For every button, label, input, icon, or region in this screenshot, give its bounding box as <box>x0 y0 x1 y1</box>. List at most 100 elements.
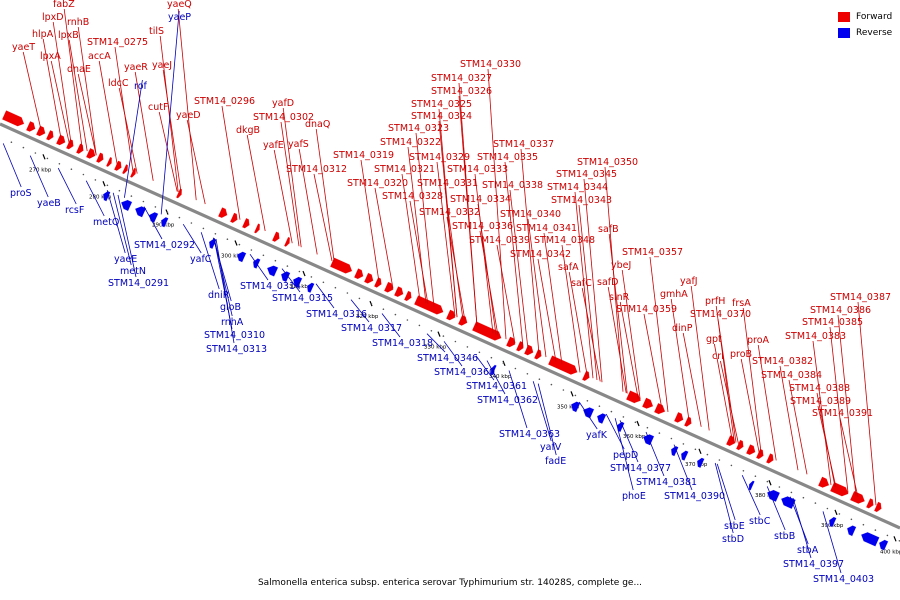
forward-gene-label: yafD <box>272 98 294 109</box>
forward-gene-label: lpxA <box>40 51 61 62</box>
forward-gene <box>683 416 692 427</box>
reverse-gene-label: rof <box>134 81 148 92</box>
forward-gene-label: lpxB <box>58 30 79 41</box>
forward-gene-leader <box>273 149 293 244</box>
reverse-gene-label: STM14_0317 <box>341 323 402 334</box>
forward-gene-label: STM14_0348 <box>534 235 595 246</box>
reverse-gene <box>306 282 315 294</box>
reverse-gene-leader <box>85 180 105 217</box>
forward-gene-label: STM14_0382 <box>752 356 813 367</box>
reverse-gene-label: STM14_0310 <box>204 330 265 341</box>
forward-gene-leader <box>812 340 832 486</box>
forward-gene <box>641 397 654 409</box>
scale-dot <box>106 184 109 187</box>
forward-gene-label: STM14_0329 <box>409 152 470 163</box>
scale-dot <box>766 480 769 483</box>
scale-dot <box>34 152 37 154</box>
forward-gene <box>105 156 113 168</box>
forward-gene-label: STM14_0388 <box>789 383 850 394</box>
reverse-gene-label: STM14_0314 <box>240 281 301 292</box>
forward-gene-label: safA <box>558 262 579 273</box>
reverse-gene <box>670 445 679 457</box>
forward-gene-leader <box>360 159 380 283</box>
forward-gene-leader <box>543 232 563 365</box>
tick-label: 300 kbp <box>221 254 244 260</box>
forward-gene <box>55 134 66 146</box>
reverse-gene-leader <box>532 381 552 442</box>
forward-gene-label: STM14_0275 <box>87 37 148 48</box>
scale-dot <box>46 157 49 160</box>
scale-dot <box>10 141 13 143</box>
scale-dot <box>310 276 313 278</box>
forward-gene-label: STM14_0325 <box>411 99 472 110</box>
forward-gene-label: prfH <box>705 296 725 307</box>
reverse-gene-leader <box>381 313 401 338</box>
forward-gene-leader <box>479 230 499 336</box>
reverse-gene-leader <box>673 444 693 491</box>
scale-dot <box>286 265 289 267</box>
scale-dot <box>874 529 877 531</box>
forward-gene-leader <box>52 21 72 145</box>
forward-gene <box>581 370 590 382</box>
forward-gene-label: yaeJ <box>152 60 172 71</box>
reverse-gene-leader <box>766 486 786 531</box>
reverse-gene-label: metN <box>120 266 146 277</box>
scale-dot <box>646 426 649 429</box>
reverse-gene-label: STM14_0397 <box>783 559 844 570</box>
forward-gene-leader <box>714 343 733 441</box>
forward-gene-leader <box>720 360 739 444</box>
forward-gene-leader <box>177 8 197 201</box>
forward-gene-leader <box>670 298 690 422</box>
scale-dot <box>178 216 181 219</box>
scale-dot <box>382 308 385 311</box>
reverse-gene-label: proS <box>10 188 32 199</box>
forward-gene-label: yafJ <box>680 276 698 287</box>
reverse-gene-label: yaeP <box>168 12 191 23</box>
tick-mark <box>834 509 838 516</box>
forward-gene <box>113 160 122 172</box>
scale-dot <box>142 200 145 203</box>
forward-gene-label: cutF <box>148 102 168 113</box>
reverse-gene <box>570 401 581 413</box>
forward-gene-label: STM14_0387 <box>830 292 891 303</box>
tick-mark <box>234 240 238 246</box>
scale-dot <box>226 238 229 240</box>
forward-gene-label: STM14_0322 <box>380 137 441 148</box>
forward-gene-label: STM14_0342 <box>510 249 571 260</box>
scale-dot <box>682 443 685 445</box>
map-title: Salmonella enterica subsp. enterica sero… <box>257 578 643 588</box>
forward-gene <box>373 277 382 288</box>
reverse-gene-leader <box>714 462 734 534</box>
tick-label: 280 kbp <box>89 194 112 200</box>
reverse-gene <box>696 457 705 469</box>
forward-gene <box>121 164 129 175</box>
forward-gene-label: rnhB <box>67 17 89 28</box>
forward-gene-label: ldcC <box>108 78 129 89</box>
tick-mark <box>437 331 441 337</box>
forward-gene-leader <box>816 392 836 487</box>
reverse-swatch <box>838 28 850 38</box>
forward-gene-label: STM14_0296 <box>194 96 255 107</box>
scale-dot <box>802 496 805 499</box>
reverse-gene-leader <box>117 194 137 278</box>
tick-mark <box>768 480 772 486</box>
forward-gene-label: STM14_0357 <box>622 247 683 258</box>
reverse-gene <box>680 450 689 461</box>
forward-gene-leader <box>42 38 62 140</box>
scale-dot <box>670 437 673 440</box>
forward-gene-label: STM14_0332 <box>419 207 480 218</box>
reverse-gene <box>642 434 655 446</box>
forward-gene-label: STM14_0319 <box>333 150 394 161</box>
reverse-gene-label: yaeB <box>37 198 61 209</box>
forward-gene-label: tilS <box>149 26 164 37</box>
gene-labels: fabZ lpxD rnhB hlpA lpxB yaeT lpxA STM14_0275ac… <box>10 0 891 585</box>
scale-dot <box>238 243 241 246</box>
reverse-gene <box>828 516 837 528</box>
forward-gene-leader <box>581 287 601 382</box>
reverse-gene-leader <box>57 167 77 205</box>
scale-dot <box>550 383 553 386</box>
reverse-gene <box>582 407 595 419</box>
forward-gene <box>471 321 502 341</box>
reverse-gene-leader <box>508 370 528 429</box>
tick-label: 270 kbp <box>29 167 52 173</box>
